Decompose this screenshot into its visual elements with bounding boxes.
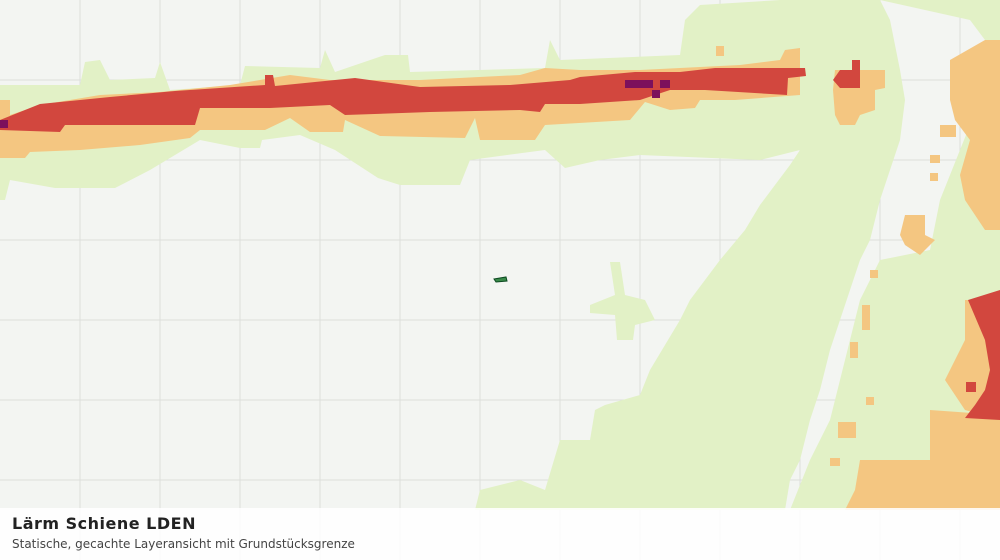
layer-title: Lärm Schiene LDEN (12, 514, 196, 533)
noise-purple (0, 80, 670, 128)
layer-subtitle: Statische, gecachte Layeransicht mit Gru… (12, 537, 355, 551)
noise-red (0, 60, 1000, 420)
parcel-boundary (493, 276, 508, 283)
caption-bar: Lärm Schiene LDEN Statische, gecachte La… (0, 508, 1000, 560)
